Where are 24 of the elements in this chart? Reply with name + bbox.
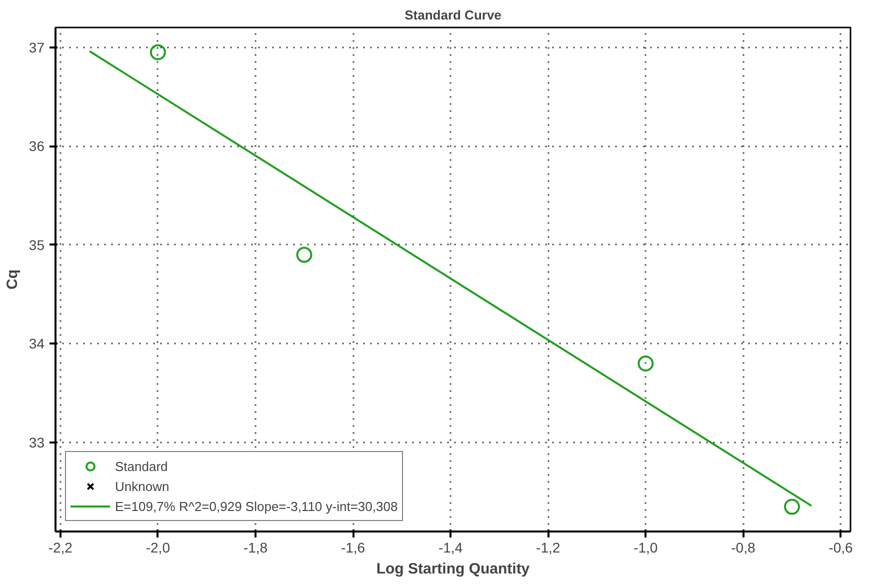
legend-label: E=109,7% R^2=0,929 Slope=-3,110 y-int=30,308 [115, 498, 398, 514]
x-tick-label: -1,6 [340, 540, 366, 556]
x-tick-label: -1,8 [243, 540, 268, 556]
y-tick-label: 34 [28, 336, 45, 352]
y-axis-title: Cq [4, 270, 21, 290]
x-axis-title: Log Starting Quantity [376, 560, 530, 578]
x-tick-label: -1,2 [536, 540, 560, 556]
point [784, 498, 800, 515]
y-tick-label: 36 [28, 138, 45, 154]
y-tick-label: 33 [28, 434, 45, 451]
legend-label: Standard [115, 458, 168, 474]
x-tick-label: -2,2 [48, 540, 73, 556]
y-tick-label: 37 [28, 39, 45, 56]
x-tick-label: -0,8 [731, 540, 756, 556]
x-tick-label: -1,4 [438, 540, 463, 556]
point [150, 44, 166, 60]
point [296, 246, 312, 263]
y-tick-label: 35 [28, 236, 45, 253]
chart-title: Standard Curve [404, 8, 502, 22]
x-tick-label: -2,0 [146, 540, 170, 556]
point [638, 356, 654, 372]
legend-label: Unknown [115, 478, 170, 494]
x-tick-label: -1,0 [634, 540, 658, 556]
x-tick-label: -0,6 [828, 540, 854, 556]
